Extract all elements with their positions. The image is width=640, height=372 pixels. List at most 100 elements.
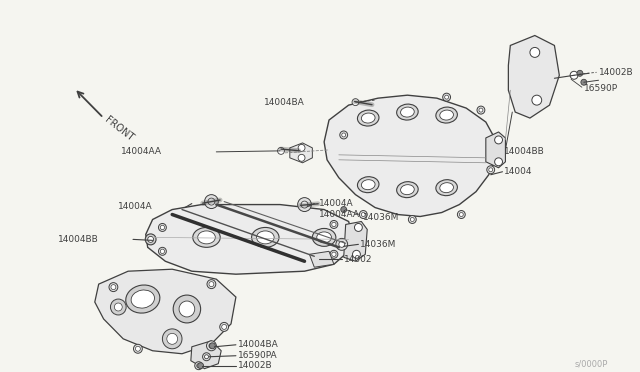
Text: 16590PA: 16590PA <box>238 351 278 360</box>
Ellipse shape <box>131 290 154 308</box>
Circle shape <box>532 95 541 105</box>
Ellipse shape <box>362 180 375 190</box>
Circle shape <box>145 234 156 245</box>
Text: 14036M: 14036M <box>364 213 400 222</box>
Circle shape <box>298 198 312 212</box>
Circle shape <box>220 323 228 331</box>
Ellipse shape <box>436 180 458 196</box>
Circle shape <box>443 93 451 101</box>
Text: 14002B: 14002B <box>238 361 273 370</box>
Text: 14004BA: 14004BA <box>264 97 305 107</box>
Circle shape <box>489 168 493 172</box>
Circle shape <box>460 212 463 217</box>
Ellipse shape <box>397 104 418 120</box>
Circle shape <box>487 166 495 174</box>
Circle shape <box>205 355 209 359</box>
Polygon shape <box>324 95 495 217</box>
Circle shape <box>203 353 211 361</box>
Circle shape <box>479 108 483 112</box>
Circle shape <box>581 79 587 85</box>
Circle shape <box>298 154 305 161</box>
Circle shape <box>209 343 215 349</box>
Polygon shape <box>344 221 367 261</box>
Circle shape <box>360 211 367 218</box>
Circle shape <box>301 201 308 208</box>
Text: 14004AA: 14004AA <box>319 210 360 219</box>
Text: 14036M: 14036M <box>360 240 397 249</box>
Circle shape <box>570 71 578 79</box>
Circle shape <box>408 215 416 224</box>
Ellipse shape <box>312 228 336 246</box>
Circle shape <box>160 249 164 253</box>
Ellipse shape <box>397 182 418 198</box>
Text: 14004: 14004 <box>504 167 533 176</box>
Circle shape <box>339 241 345 247</box>
Circle shape <box>111 285 116 290</box>
Ellipse shape <box>358 110 379 126</box>
Text: 14004BB: 14004BB <box>504 147 544 156</box>
Circle shape <box>278 147 284 154</box>
Polygon shape <box>290 143 312 163</box>
Circle shape <box>195 362 203 370</box>
Circle shape <box>495 158 502 166</box>
Circle shape <box>136 346 140 351</box>
Circle shape <box>173 295 200 323</box>
Polygon shape <box>486 132 506 168</box>
Ellipse shape <box>362 113 375 123</box>
Circle shape <box>340 206 347 212</box>
Circle shape <box>362 212 365 217</box>
Circle shape <box>332 252 336 256</box>
Circle shape <box>340 131 348 139</box>
Circle shape <box>298 144 305 151</box>
Circle shape <box>148 236 154 243</box>
Text: s/0000P: s/0000P <box>575 359 609 368</box>
Circle shape <box>342 133 346 137</box>
Polygon shape <box>508 35 559 118</box>
Ellipse shape <box>436 107 458 123</box>
Circle shape <box>207 280 216 289</box>
Polygon shape <box>95 269 236 354</box>
Circle shape <box>159 247 166 255</box>
Circle shape <box>159 224 166 231</box>
Circle shape <box>209 282 214 286</box>
Ellipse shape <box>440 110 454 120</box>
Circle shape <box>207 341 216 351</box>
Text: 16590P: 16590P <box>584 84 618 93</box>
Circle shape <box>109 283 118 292</box>
Circle shape <box>179 301 195 317</box>
Ellipse shape <box>401 185 414 195</box>
Circle shape <box>577 70 583 76</box>
Circle shape <box>477 106 485 114</box>
Circle shape <box>353 250 360 258</box>
Circle shape <box>332 222 336 227</box>
Circle shape <box>355 224 362 231</box>
Circle shape <box>167 333 177 344</box>
Ellipse shape <box>125 285 160 313</box>
Ellipse shape <box>257 231 274 244</box>
Ellipse shape <box>401 107 414 117</box>
Circle shape <box>336 238 348 250</box>
Polygon shape <box>191 341 221 369</box>
Circle shape <box>196 364 200 368</box>
Circle shape <box>530 48 540 57</box>
Circle shape <box>410 218 414 221</box>
Circle shape <box>111 299 126 315</box>
Circle shape <box>495 136 502 144</box>
Circle shape <box>163 329 182 349</box>
Ellipse shape <box>198 231 215 244</box>
Circle shape <box>115 303 122 311</box>
Circle shape <box>352 99 359 106</box>
Circle shape <box>205 195 218 209</box>
Circle shape <box>198 363 204 369</box>
Text: 14002B: 14002B <box>598 68 633 77</box>
Text: 14004BA: 14004BA <box>238 340 278 349</box>
Ellipse shape <box>440 183 454 193</box>
Circle shape <box>221 324 227 329</box>
Polygon shape <box>309 251 334 267</box>
Circle shape <box>134 344 142 353</box>
Text: 14004BB: 14004BB <box>58 235 99 244</box>
Circle shape <box>208 198 215 205</box>
Ellipse shape <box>252 227 279 247</box>
Text: FRONT: FRONT <box>102 115 135 144</box>
Text: 14004A: 14004A <box>118 202 152 211</box>
